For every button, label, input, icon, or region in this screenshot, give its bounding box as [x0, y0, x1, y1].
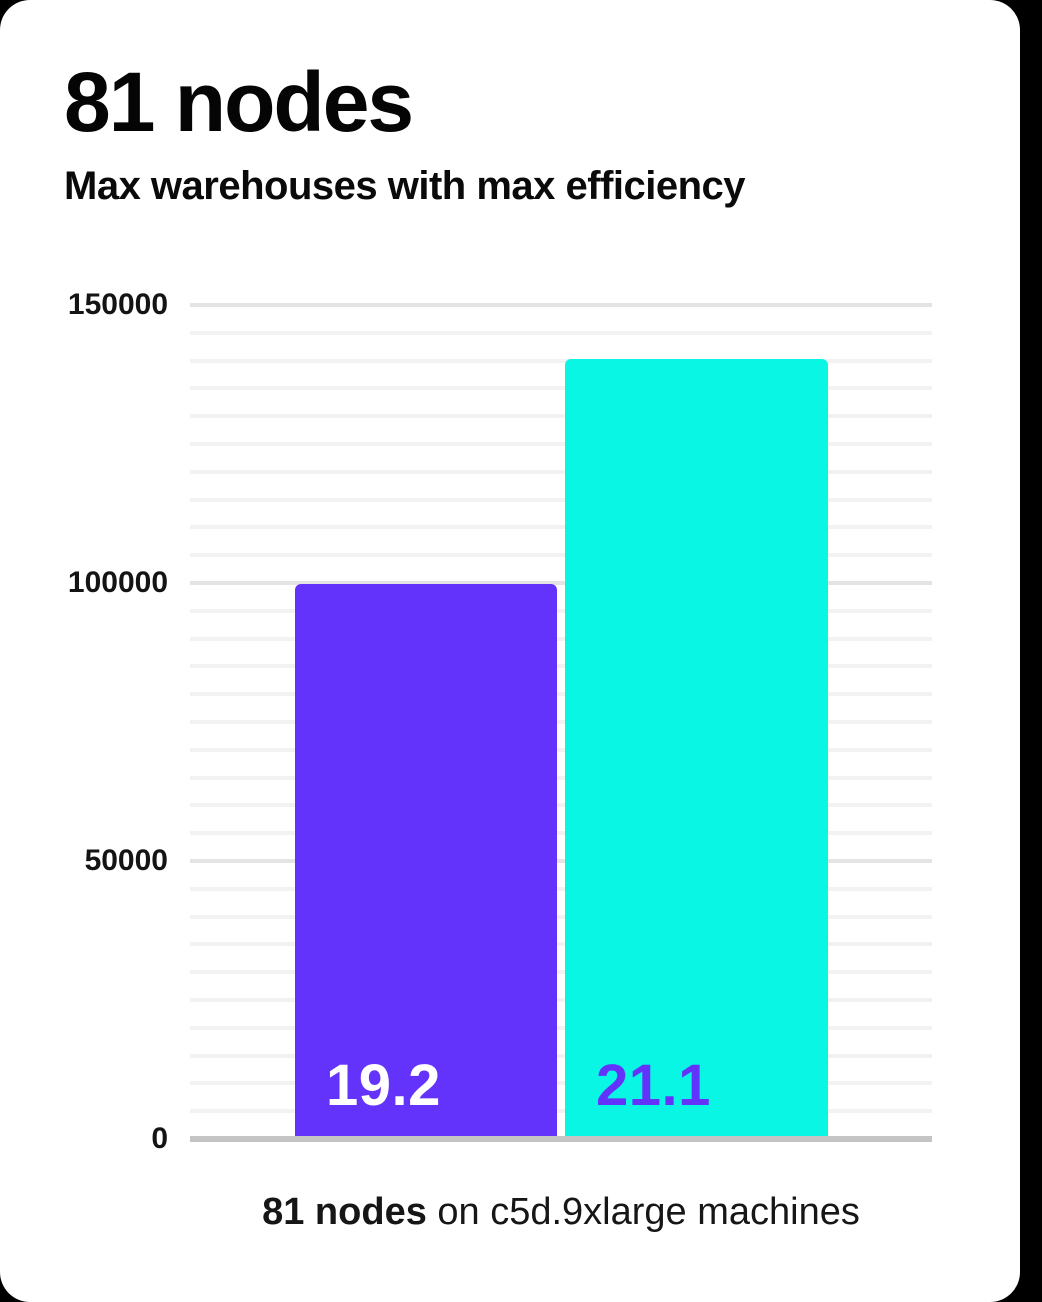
caption-rest-text: on c5d.9xlarge machines [426, 1191, 860, 1233]
gridline-minor [190, 414, 932, 418]
gridline-major [190, 859, 932, 863]
gridline-minor [190, 1026, 932, 1030]
gridline-minor [190, 970, 932, 974]
gridline-minor [190, 803, 932, 807]
y-tick-label: 100000 [67, 566, 168, 599]
caption-bold-text: 81 nodes [262, 1191, 427, 1233]
y-tick-label: 150000 [67, 288, 168, 321]
gridline-minor [190, 609, 932, 613]
gridline-major [190, 581, 932, 585]
gridline-minor [190, 664, 932, 668]
gridline-minor [190, 776, 932, 780]
gridline-minor [190, 887, 932, 891]
gridline-minor [190, 1081, 932, 1085]
gridline-minor [190, 998, 932, 1002]
gridline-minor [190, 831, 932, 835]
chart-subtitle: Max warehouses with max efficiency [64, 164, 746, 208]
bar: 21.1 [565, 359, 828, 1137]
gridline-minor [190, 498, 932, 502]
gridline-minor [190, 915, 932, 919]
gridline-minor [190, 470, 932, 474]
y-tick-label: 50000 [84, 844, 168, 877]
gridline-minor [190, 637, 932, 641]
gridline-minor [190, 1054, 932, 1058]
x-axis-line [190, 1136, 932, 1142]
caption: 81 nodes on c5d.9xlarge machines [190, 1190, 932, 1236]
y-tick-label: 0 [151, 1122, 168, 1155]
gridline-minor [190, 386, 932, 390]
plot-area: 19.2 21.1 [190, 303, 932, 1142]
gridline-minor [190, 442, 932, 446]
gridline-minor [190, 720, 932, 724]
gridline-minor [190, 331, 932, 335]
gridline-minor [190, 525, 932, 529]
gridline-minor [190, 359, 932, 363]
bar: 19.2 [295, 584, 557, 1137]
gridline-minor [190, 942, 932, 946]
chart-card: 81 nodes Max warehouses with max efficie… [0, 0, 1020, 1302]
gridline-minor [190, 1109, 932, 1113]
gridline-major [190, 303, 932, 307]
bar-value-label: 21.1 [596, 1053, 711, 1118]
gridline-minor [190, 748, 932, 752]
bar-value-label: 19.2 [326, 1053, 441, 1118]
gridline-minor [190, 692, 932, 696]
chart-title: 81 nodes [64, 55, 414, 149]
gridline-minor [190, 553, 932, 557]
